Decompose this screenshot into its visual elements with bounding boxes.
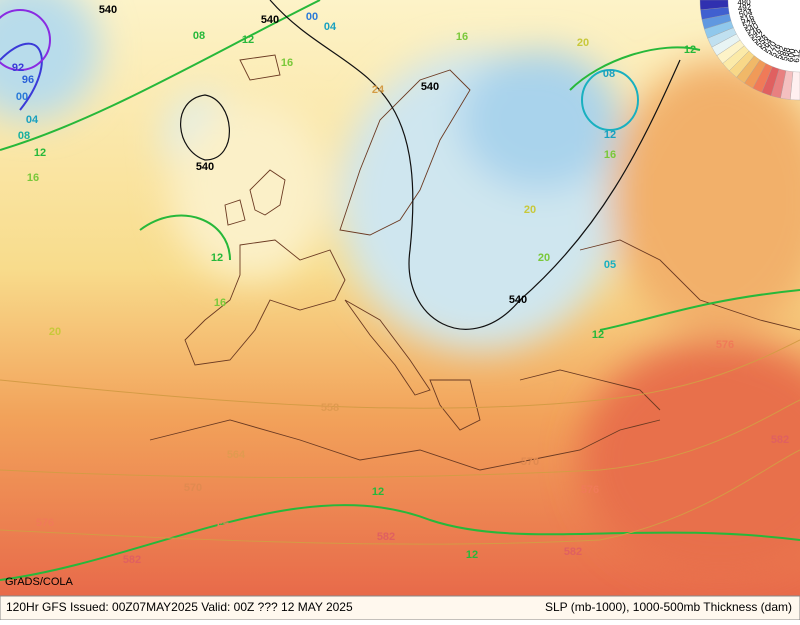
colorbar: 6126005885825765705645585525465405285165… bbox=[699, 0, 800, 101]
footer-right: SLP (mb-1000), 1000-500mb Thickness (dam… bbox=[545, 600, 792, 614]
colorbar-label: 504 bbox=[738, 7, 754, 19]
contour-label: 12 bbox=[242, 34, 254, 46]
contour-label: 582 bbox=[123, 554, 141, 566]
thickness-contours bbox=[0, 339, 800, 545]
coastlines bbox=[149, 54, 800, 471]
contour-label: 582 bbox=[377, 531, 395, 543]
contour-label: 16 bbox=[281, 57, 293, 69]
contour-label: 24 bbox=[372, 84, 385, 96]
contour-label: 00 bbox=[306, 11, 318, 23]
contour-label: 576 bbox=[581, 484, 599, 496]
contour-label: 20 bbox=[577, 37, 589, 49]
contour-label: 540 bbox=[196, 161, 214, 173]
thickness-shading bbox=[0, 0, 800, 580]
colorbar-label: 582 bbox=[774, 44, 787, 60]
contour-label: 12 bbox=[604, 129, 616, 141]
footer-bar bbox=[0, 595, 800, 621]
contour-label: 12 bbox=[211, 252, 223, 264]
colorbar-label: 612 bbox=[792, 48, 800, 62]
contour-label: 96 bbox=[22, 74, 34, 86]
credit: GrADS/COLA bbox=[5, 576, 74, 588]
contour-label: 582 bbox=[771, 434, 789, 446]
contour-label: 540 bbox=[421, 81, 439, 93]
contour-label: 570 bbox=[184, 482, 202, 494]
footer-left: 120Hr GFS Issued: 00Z07MAY2025 Valid: 00… bbox=[6, 600, 353, 614]
contour-label: 92 bbox=[12, 62, 24, 74]
contour-label: 582 bbox=[564, 546, 582, 558]
contour-label: 540 bbox=[509, 294, 527, 306]
contour-label: 16 bbox=[456, 31, 468, 43]
colorbar-swatch bbox=[699, 0, 729, 10]
contour-label: 12 bbox=[34, 147, 46, 159]
contour-label: 08 bbox=[603, 68, 615, 80]
contour-label: 540 bbox=[99, 4, 117, 16]
contour-label: 12 bbox=[372, 486, 384, 498]
contour-label: 00 bbox=[16, 91, 28, 103]
colorbar-label: 516 bbox=[739, 12, 755, 25]
contour-labels: 540 540 540 540 540 00 04 08 08 12 12 12 12 12 12 16 16 1… bbox=[12, 4, 789, 566]
contour-label: 04 bbox=[324, 21, 337, 33]
colorbar-label: 600 bbox=[786, 48, 797, 63]
contour-label: 20 bbox=[538, 252, 550, 264]
contour-label: 12 bbox=[466, 549, 478, 561]
contour-label: 04 bbox=[26, 114, 39, 126]
colorbar-label: 588 bbox=[780, 46, 792, 62]
colorbar-hole bbox=[770, 0, 800, 30]
contour-label: 576 bbox=[36, 517, 54, 529]
contour-label: 570 bbox=[521, 456, 539, 468]
pressure-contours bbox=[0, 0, 800, 581]
contour-label: 576 bbox=[217, 521, 235, 533]
contour-label: 16 bbox=[214, 297, 226, 309]
contour-label: 540 bbox=[261, 14, 279, 26]
contour-label: 08 bbox=[193, 30, 205, 42]
contour-label: 12 bbox=[592, 329, 604, 341]
contour-label: 558 bbox=[321, 402, 339, 414]
contour-label: 08 bbox=[18, 130, 30, 142]
contour-label: 16 bbox=[604, 149, 616, 161]
colorbar-label: 492 bbox=[737, 2, 752, 13]
contour-label: 20 bbox=[49, 326, 61, 338]
contour-label: 12 bbox=[684, 44, 696, 56]
contour-label: 564 bbox=[227, 449, 246, 461]
contour-label: 20 bbox=[524, 204, 536, 216]
contour-label: 576 bbox=[716, 339, 734, 351]
colorbar-label: 480 bbox=[737, 0, 751, 7]
contour-label: 16 bbox=[27, 172, 39, 184]
contour-label: 05 bbox=[604, 259, 616, 271]
540-thickness-line bbox=[180, 0, 681, 330]
